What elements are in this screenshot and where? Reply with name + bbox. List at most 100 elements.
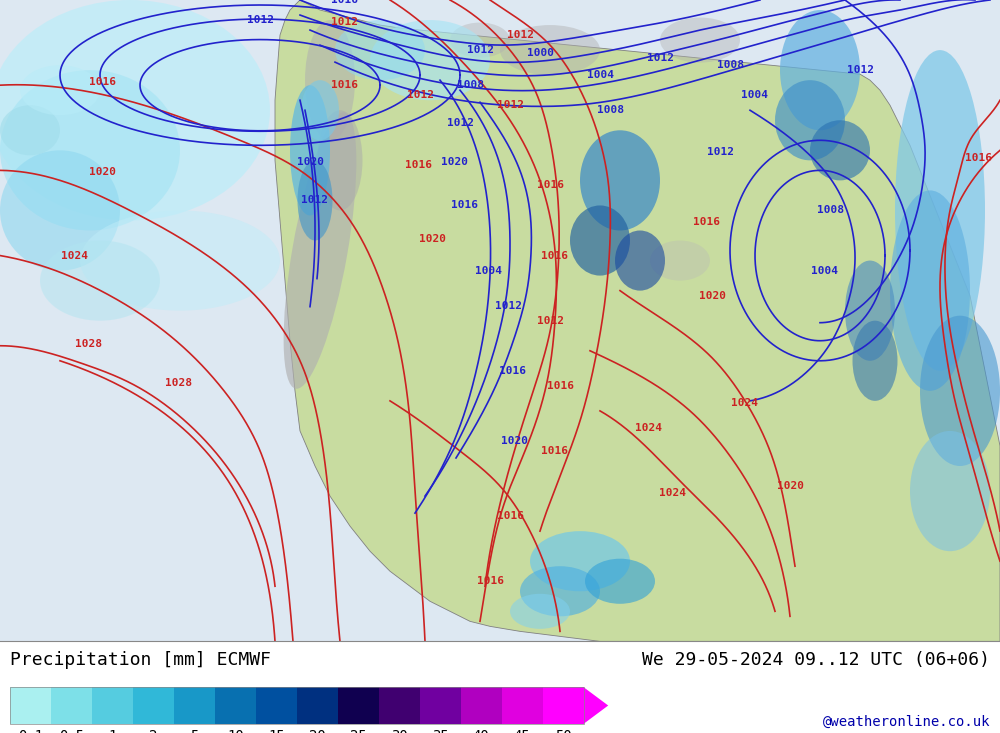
- Text: 1012: 1012: [536, 316, 564, 325]
- Ellipse shape: [910, 431, 990, 551]
- Text: 1024: 1024: [62, 251, 88, 260]
- Ellipse shape: [895, 50, 985, 371]
- Text: 1016: 1016: [404, 161, 432, 170]
- Ellipse shape: [305, 20, 355, 140]
- Text: 1020: 1020: [88, 167, 116, 177]
- Ellipse shape: [580, 130, 660, 230]
- Text: 1012: 1012: [332, 17, 358, 27]
- Ellipse shape: [520, 566, 600, 616]
- Ellipse shape: [0, 150, 120, 270]
- Text: 1020: 1020: [296, 158, 324, 167]
- Bar: [215, 688, 256, 724]
- Text: 1012: 1012: [646, 53, 674, 63]
- Ellipse shape: [0, 70, 180, 230]
- Text: 1004: 1004: [475, 265, 502, 276]
- Text: 1012: 1012: [302, 196, 328, 205]
- Text: 1016: 1016: [477, 576, 504, 586]
- Ellipse shape: [920, 316, 1000, 466]
- Ellipse shape: [284, 112, 356, 388]
- Text: 1016: 1016: [536, 180, 564, 191]
- Bar: [379, 688, 420, 724]
- Text: 50: 50: [555, 729, 572, 733]
- Text: 1016: 1016: [694, 218, 720, 227]
- Ellipse shape: [570, 205, 630, 276]
- Text: 1004: 1004: [586, 70, 614, 80]
- Text: 1016: 1016: [498, 366, 526, 376]
- Text: 1012: 1012: [406, 90, 434, 100]
- Text: We 29-05-2024 09..12 UTC (06+06): We 29-05-2024 09..12 UTC (06+06): [642, 651, 990, 668]
- Text: @weatheronline.co.uk: @weatheronline.co.uk: [822, 715, 990, 729]
- Text: 1024: 1024: [732, 398, 759, 408]
- Ellipse shape: [370, 20, 490, 100]
- Bar: [543, 688, 584, 724]
- Text: 1028: 1028: [164, 377, 192, 388]
- Text: 10: 10: [227, 729, 244, 733]
- Text: 1016: 1016: [452, 200, 479, 210]
- Ellipse shape: [660, 18, 740, 62]
- Bar: [420, 688, 461, 724]
- Text: 1: 1: [108, 729, 117, 733]
- Text: 2: 2: [149, 729, 158, 733]
- Text: 45: 45: [514, 729, 531, 733]
- Text: 1020: 1020: [418, 234, 446, 243]
- Polygon shape: [584, 688, 608, 724]
- Text: 1008: 1008: [596, 106, 624, 115]
- Text: 1012: 1012: [446, 118, 474, 128]
- Ellipse shape: [650, 240, 710, 281]
- Ellipse shape: [780, 10, 860, 130]
- Text: 1012: 1012: [494, 301, 522, 311]
- Ellipse shape: [500, 25, 600, 75]
- Ellipse shape: [585, 559, 655, 604]
- Bar: [461, 688, 502, 724]
- Text: 1024: 1024: [635, 423, 662, 433]
- Text: 1020: 1020: [698, 290, 726, 301]
- Ellipse shape: [890, 191, 970, 391]
- Ellipse shape: [0, 0, 270, 221]
- Text: 30: 30: [391, 729, 408, 733]
- Text: 1024: 1024: [658, 488, 686, 498]
- Text: 1016: 1016: [88, 77, 116, 87]
- Text: 1004: 1004: [742, 90, 768, 100]
- Text: 15: 15: [268, 729, 285, 733]
- Text: 1012: 1012: [496, 100, 524, 110]
- Text: 1016: 1016: [332, 0, 358, 5]
- Text: 1012: 1012: [706, 147, 734, 158]
- Text: 1016: 1016: [542, 251, 568, 260]
- Text: 1020: 1020: [776, 481, 804, 491]
- Text: 1000: 1000: [526, 48, 554, 58]
- Text: 1012: 1012: [466, 45, 494, 55]
- Text: 40: 40: [473, 729, 490, 733]
- Ellipse shape: [335, 20, 425, 80]
- Ellipse shape: [852, 321, 898, 401]
- Text: 1008: 1008: [716, 60, 744, 70]
- Text: 1016: 1016: [496, 511, 524, 521]
- Text: 1016: 1016: [546, 381, 574, 391]
- Ellipse shape: [80, 210, 280, 311]
- Text: 5: 5: [190, 729, 199, 733]
- Bar: [174, 688, 215, 724]
- Polygon shape: [275, 0, 1000, 641]
- Text: 1012: 1012: [507, 30, 534, 40]
- Ellipse shape: [40, 240, 160, 321]
- Text: 1008: 1008: [816, 205, 844, 216]
- Text: 1008: 1008: [456, 80, 484, 90]
- Text: 25: 25: [350, 729, 367, 733]
- Bar: [92, 688, 133, 724]
- Text: 1016: 1016: [964, 153, 992, 163]
- Bar: [502, 688, 543, 724]
- Ellipse shape: [450, 23, 510, 58]
- Ellipse shape: [530, 531, 630, 592]
- Text: 0.5: 0.5: [59, 729, 84, 733]
- Text: 0.1: 0.1: [18, 729, 43, 733]
- Text: 35: 35: [432, 729, 449, 733]
- Text: 1004: 1004: [812, 265, 838, 276]
- Ellipse shape: [845, 260, 895, 361]
- Ellipse shape: [290, 85, 330, 216]
- Text: 1012: 1012: [246, 15, 274, 25]
- Bar: [297, 688, 338, 724]
- Ellipse shape: [615, 230, 665, 290]
- Text: 1016: 1016: [332, 80, 358, 90]
- Text: 1028: 1028: [74, 339, 102, 349]
- Text: 1012: 1012: [846, 65, 874, 75]
- Bar: [256, 688, 297, 724]
